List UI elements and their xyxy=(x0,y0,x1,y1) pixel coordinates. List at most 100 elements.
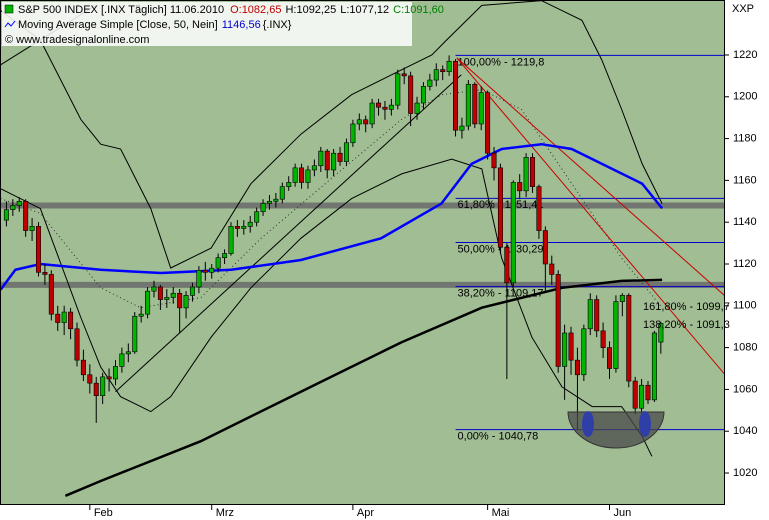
candle-body xyxy=(568,332,574,361)
candle-body xyxy=(549,263,555,275)
y-tick-label: 1040 xyxy=(733,425,757,437)
overlay-line xyxy=(0,142,664,291)
candle-body xyxy=(350,123,356,144)
candle-body xyxy=(510,182,516,284)
candle-body xyxy=(3,209,9,221)
candle-body xyxy=(112,366,118,380)
candle-body xyxy=(433,69,439,81)
candle-body xyxy=(247,221,253,227)
candle-body xyxy=(189,286,195,296)
candle-body xyxy=(196,269,202,288)
annotation: 161,80% - 1099,7 xyxy=(643,301,730,313)
candle-body xyxy=(222,253,228,259)
ohlc-label: H:1092,25 xyxy=(285,4,336,16)
candle-body xyxy=(607,347,613,369)
candle-body xyxy=(138,313,144,317)
candle-body xyxy=(132,315,138,353)
candle-body xyxy=(74,328,80,361)
candle-body xyxy=(260,203,266,213)
candle-body xyxy=(286,182,292,187)
corner-label: XXP xyxy=(732,3,754,15)
candle-body xyxy=(395,73,401,106)
candle-body xyxy=(202,269,208,273)
candle-body xyxy=(324,150,330,171)
candle-body xyxy=(401,73,407,77)
candle-body xyxy=(517,182,523,192)
candle-body xyxy=(292,167,298,183)
candle-body xyxy=(504,246,510,284)
candle-body xyxy=(472,83,478,125)
y-tick-label: 1140 xyxy=(733,216,757,228)
candle-body xyxy=(228,226,234,254)
candle-body xyxy=(343,142,349,162)
y-tick-label: 1060 xyxy=(733,383,757,395)
candle-body xyxy=(542,230,548,265)
legend-icon xyxy=(4,4,14,14)
candle-body xyxy=(23,200,29,231)
header-line: S&P 500 INDEX [.INX Täglich] 11.06.2010 O… xyxy=(18,4,444,16)
plot-border xyxy=(0,0,725,505)
overlay-line xyxy=(64,278,663,497)
fib-label: 100,00% - 1219,8 xyxy=(458,56,545,68)
candle-body xyxy=(55,313,61,323)
candle-body xyxy=(369,102,375,125)
candle-body xyxy=(414,102,420,114)
x-tick-label: Feb xyxy=(94,507,113,519)
candle-body xyxy=(523,157,529,192)
overlay-line xyxy=(456,57,725,376)
candle-body xyxy=(459,125,465,131)
candle-body xyxy=(29,226,35,231)
candle-body xyxy=(42,272,48,275)
candle-body xyxy=(61,311,67,323)
chart-title: S&P 500 INDEX [.INX Täglich] 11.06.2010 xyxy=(18,4,224,16)
candle-body xyxy=(594,299,600,332)
candle-body xyxy=(254,211,260,223)
candle-body xyxy=(337,152,343,162)
candle-body xyxy=(10,205,16,210)
candle-body xyxy=(209,267,215,273)
candle-body xyxy=(299,167,305,183)
ohlc-label: L:1077,12 xyxy=(340,4,389,16)
x-tick-label: Mrz xyxy=(216,507,234,519)
candle-body xyxy=(619,295,625,302)
candle-body xyxy=(581,328,587,376)
candle-body xyxy=(279,186,285,200)
y-tick-label: 1020 xyxy=(733,467,757,479)
fib-label: 38,20% - 1109,17 xyxy=(458,288,544,300)
candle-body xyxy=(157,286,163,300)
candle-body xyxy=(427,79,433,87)
candle-body xyxy=(273,198,279,202)
candle-body xyxy=(574,359,580,376)
candle-body xyxy=(408,75,414,114)
candle-body xyxy=(80,359,86,376)
candle-body xyxy=(388,104,394,110)
candle-body xyxy=(658,323,664,343)
y-tick-label: 1180 xyxy=(733,132,757,144)
candle-body xyxy=(376,102,382,108)
candle-body xyxy=(600,330,606,348)
candle-body xyxy=(125,351,131,355)
candle-body xyxy=(491,152,497,169)
x-tick-label: Mai xyxy=(492,507,510,519)
y-tick-label: 1100 xyxy=(733,300,757,312)
indicator-name: Moving Average Simple [Close, 50, Nein] xyxy=(18,19,218,31)
candle-body xyxy=(16,200,22,206)
overlay-line xyxy=(0,0,663,269)
candle-body xyxy=(356,119,362,125)
candle-body xyxy=(151,286,157,292)
overlay-line xyxy=(115,74,462,393)
ohlc-label: C:1091,60 xyxy=(393,4,444,16)
legend-box xyxy=(2,2,412,46)
candle-body xyxy=(170,292,176,298)
annotation: 138,20% - 1091,3 xyxy=(643,319,730,331)
candle-body xyxy=(453,60,459,131)
copyright: © www.tradesignalonline.com xyxy=(5,34,149,46)
indicator-symbol: {.INX} xyxy=(263,19,292,31)
candle-body xyxy=(234,226,240,229)
candle-body xyxy=(68,311,74,330)
candle-body xyxy=(555,274,561,367)
x-tick-label: Apr xyxy=(357,507,374,519)
pattern-marker xyxy=(639,411,651,437)
fib-label: 0,00% - 1040,78 xyxy=(458,430,539,442)
